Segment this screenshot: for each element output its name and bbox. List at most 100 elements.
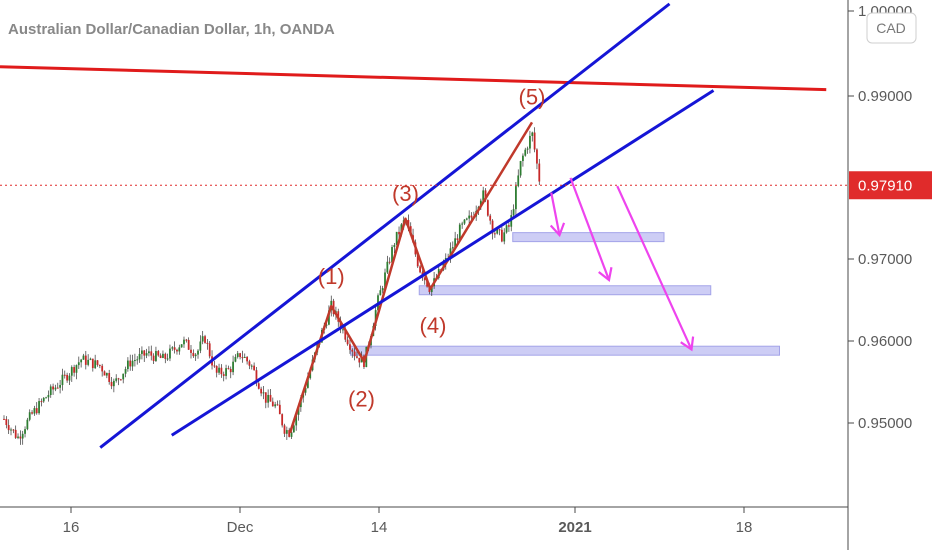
- candle-body: [515, 186, 517, 210]
- candle-body: [47, 395, 50, 398]
- candle-body: [52, 386, 54, 390]
- candle-body: [208, 343, 211, 357]
- candle-body: [269, 394, 272, 402]
- candle-body: [180, 344, 183, 348]
- y-tick-label: 0.99000: [858, 88, 912, 105]
- candle-body: [201, 336, 204, 342]
- candle-body: [194, 354, 197, 357]
- wave-labels: (1) (2) (3) (4) (5): [318, 84, 546, 411]
- candle-body: [215, 366, 218, 373]
- candle-body: [304, 387, 307, 393]
- candle-body: [531, 132, 534, 136]
- candle-body: [40, 401, 43, 403]
- candle-body: [145, 353, 148, 356]
- candle-body: [96, 360, 99, 365]
- forecast-arrows[interactable]: [549, 177, 695, 352]
- candle-body: [463, 219, 466, 224]
- candle-body: [395, 231, 398, 245]
- candle-body: [213, 365, 216, 367]
- candle-body: [505, 225, 508, 233]
- candle-body: [461, 223, 464, 225]
- candle-body: [68, 375, 71, 381]
- candle-body: [3, 418, 5, 420]
- candle-body: [339, 321, 342, 330]
- candle-body: [458, 224, 461, 241]
- currency-badge-box: [866, 12, 917, 44]
- candle-body: [524, 149, 527, 156]
- candle-body: [45, 397, 47, 399]
- candle-body: [536, 149, 538, 164]
- wave-label-2: (2): [348, 387, 375, 412]
- candle-body: [391, 247, 393, 263]
- candle-body: [5, 419, 8, 426]
- candle-body: [257, 383, 260, 389]
- candle-body: [393, 244, 396, 248]
- candle-body: [197, 350, 199, 355]
- candle-body: [398, 231, 400, 235]
- candle-body: [292, 425, 295, 433]
- candle-body: [141, 350, 143, 354]
- candle-body: [134, 360, 136, 362]
- candle-body: [126, 360, 129, 370]
- candle-body: [159, 355, 162, 358]
- candle-body: [239, 353, 241, 358]
- candle-body: [61, 374, 64, 386]
- candle-body: [73, 367, 76, 373]
- candle-body: [187, 339, 190, 350]
- support-zone-2: [418, 285, 712, 296]
- candle-body: [243, 356, 246, 358]
- candle-body: [285, 430, 288, 434]
- candle-body: [456, 238, 459, 241]
- candle-body: [416, 254, 419, 267]
- candle-body: [229, 368, 232, 373]
- candle-body: [328, 310, 330, 325]
- forecast-arrow-1: [550, 192, 561, 236]
- candle-body: [206, 342, 209, 344]
- support-zones[interactable]: [350, 232, 780, 356]
- candle-body: [517, 175, 520, 187]
- candle-body: [283, 425, 286, 434]
- candle-body: [103, 371, 106, 376]
- candle-body: [17, 436, 19, 438]
- channel-lower-line: [170, 89, 715, 437]
- candle-body: [101, 365, 104, 372]
- candle-body: [190, 349, 192, 353]
- candle-body: [82, 355, 85, 360]
- candle-body: [26, 419, 29, 430]
- candle-body: [388, 261, 391, 263]
- currency-badge[interactable]: CAD: [866, 12, 917, 44]
- candle-body: [150, 351, 153, 356]
- candle-body: [529, 135, 531, 149]
- forecast-arrow-head-1: [549, 222, 566, 238]
- candle-body: [276, 404, 279, 406]
- candle-body: [42, 397, 45, 402]
- candle-body: [295, 414, 298, 426]
- candle-body: [508, 225, 510, 227]
- candle-body: [381, 288, 384, 291]
- candle-body: [430, 286, 433, 293]
- candle-body: [49, 386, 52, 396]
- candle-body: [14, 429, 17, 438]
- candle-body: [538, 163, 541, 182]
- trend-lines[interactable]: [0, 2, 827, 449]
- candle-body: [12, 429, 15, 431]
- x-tick-label: 16: [63, 519, 80, 536]
- candle-body: [28, 412, 31, 420]
- candle-body: [470, 215, 473, 218]
- candle-body: [250, 365, 253, 367]
- candle-body: [281, 414, 284, 426]
- wave-label-3: (3): [392, 181, 419, 206]
- candle-body: [75, 365, 78, 373]
- candle-body: [19, 436, 22, 439]
- candle-body: [227, 368, 230, 370]
- candle-body: [234, 356, 237, 362]
- candle-body: [87, 359, 90, 365]
- current-price-value: 0.97910: [858, 177, 912, 194]
- candle-body: [498, 229, 501, 231]
- candle-body: [105, 373, 108, 376]
- candle-body: [131, 360, 134, 367]
- x-axis: 16 Dec 14 2021 18: [63, 507, 752, 536]
- candle-body: [489, 215, 492, 221]
- candle-body: [155, 351, 157, 361]
